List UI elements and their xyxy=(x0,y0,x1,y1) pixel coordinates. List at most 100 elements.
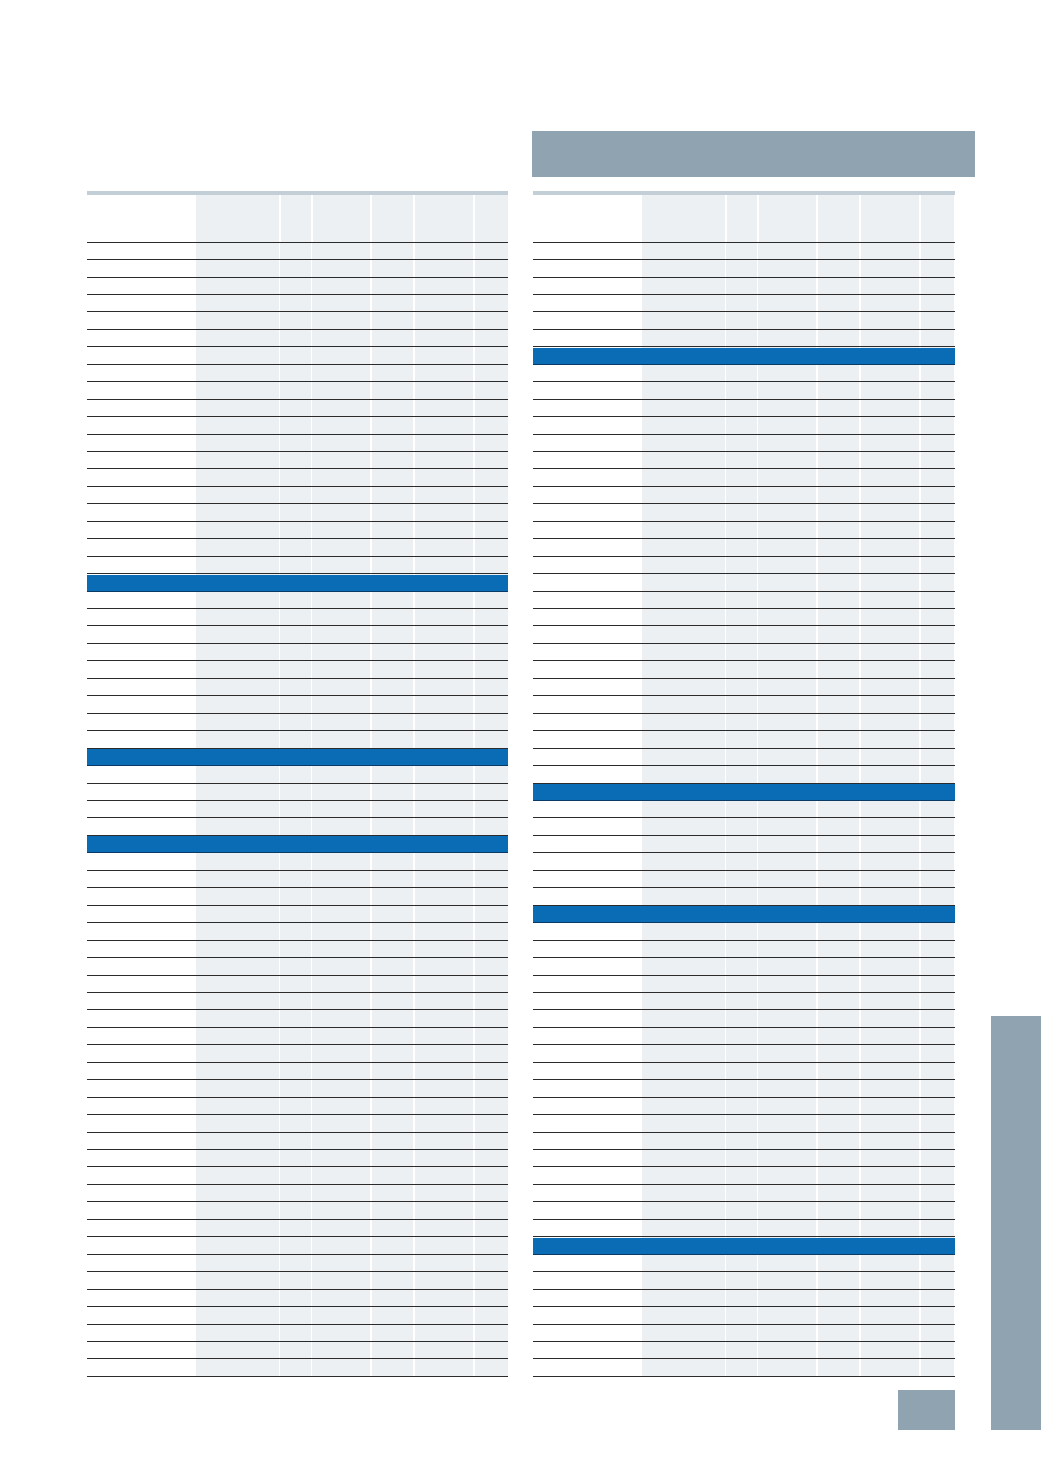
right-table-row xyxy=(533,1203,955,1220)
right-table-row xyxy=(533,400,955,417)
right-table-row xyxy=(533,662,955,679)
right-table-row xyxy=(533,644,955,662)
right-table-row xyxy=(533,627,955,644)
left-table-row xyxy=(87,906,508,924)
left-column-tint xyxy=(312,195,370,1378)
right-header-row xyxy=(533,191,955,243)
right-table-row xyxy=(533,836,955,854)
left-table-row xyxy=(87,854,508,871)
right-section-header xyxy=(533,347,955,365)
left-table-row xyxy=(87,313,508,330)
left-table-row xyxy=(87,924,508,941)
right-table-row xyxy=(533,1360,955,1377)
left-table-row xyxy=(87,1098,508,1116)
left-table-row xyxy=(87,295,508,313)
left-top-rule xyxy=(87,191,508,195)
right-table-row xyxy=(533,1098,955,1116)
right-table-row xyxy=(533,1081,955,1098)
right-table-row xyxy=(533,924,955,941)
right-column-separator xyxy=(859,195,861,242)
right-table-row xyxy=(533,452,955,470)
left-table-row xyxy=(87,1273,508,1290)
left-table-row xyxy=(87,1046,508,1063)
left-table-row xyxy=(87,1150,508,1168)
right-table-row xyxy=(533,487,955,505)
left-table-row xyxy=(87,330,508,348)
right-top-rule xyxy=(533,191,955,195)
left-section-header xyxy=(87,574,508,592)
left-table-row xyxy=(87,714,508,732)
left-table-row xyxy=(87,1238,508,1255)
right-table-row xyxy=(533,993,955,1011)
right-table-row xyxy=(533,1116,955,1133)
left-column-separator xyxy=(370,195,372,242)
right-table-row xyxy=(533,313,955,330)
left-table-row xyxy=(87,400,508,417)
left-header-row xyxy=(87,191,508,243)
left-table-row xyxy=(87,644,508,662)
right-table-row xyxy=(533,435,955,452)
left-table-row xyxy=(87,1290,508,1307)
right-table-row xyxy=(533,732,955,749)
left-column-tint xyxy=(196,195,279,1378)
right-table-row xyxy=(533,1185,955,1203)
left-section-header xyxy=(87,836,508,854)
right-column-separator xyxy=(816,195,818,242)
right-table-row xyxy=(533,522,955,540)
right-table-row xyxy=(533,295,955,313)
left-section-header xyxy=(87,749,508,766)
right-table-row xyxy=(533,505,955,522)
left-table-row xyxy=(87,1325,508,1342)
left-table-row xyxy=(87,1220,508,1238)
right-table-row xyxy=(533,1133,955,1150)
left-table-row xyxy=(87,993,508,1011)
left-table-row xyxy=(87,348,508,365)
right-table-row xyxy=(533,575,955,592)
left-table-row xyxy=(87,627,508,644)
right-table-row xyxy=(533,1028,955,1046)
left-table-row xyxy=(87,1011,508,1028)
left-table-row xyxy=(87,1028,508,1046)
right-table-row xyxy=(533,801,955,819)
left-column-tint xyxy=(475,195,508,1378)
right-table-row xyxy=(533,941,955,958)
right-table-row xyxy=(533,365,955,383)
right-table-row xyxy=(533,1255,955,1273)
page-number-tab xyxy=(898,1390,955,1430)
left-table-row xyxy=(87,732,508,749)
left-column-tint xyxy=(415,195,473,1378)
left-column-separator xyxy=(311,195,313,242)
right-table-row xyxy=(533,749,955,766)
right-table-row xyxy=(533,592,955,609)
right-table-row xyxy=(533,261,955,278)
right-table-row xyxy=(533,1290,955,1307)
left-table-row xyxy=(87,1168,508,1185)
left-column-separator xyxy=(279,195,281,242)
left-table-row xyxy=(87,662,508,679)
left-table-row xyxy=(87,470,508,487)
right-table-row xyxy=(533,1273,955,1290)
left-column-tint xyxy=(372,195,413,1378)
right-table-row xyxy=(533,278,955,295)
left-table-row xyxy=(87,278,508,295)
chapter-side-tab xyxy=(991,1016,1041,1430)
right-table-row xyxy=(533,1063,955,1081)
left-table-row xyxy=(87,365,508,383)
right-table-row xyxy=(533,679,955,697)
right-table-row xyxy=(533,383,955,400)
right-table-row xyxy=(533,767,955,784)
right-table-row xyxy=(533,1168,955,1185)
right-table-row xyxy=(533,714,955,732)
right-table-row xyxy=(533,1150,955,1168)
left-column-separator xyxy=(473,195,475,242)
left-table-row xyxy=(87,801,508,819)
left-table-row xyxy=(87,418,508,435)
right-table-row xyxy=(533,418,955,435)
left-table-row xyxy=(87,522,508,540)
right-table-row xyxy=(533,871,955,889)
left-table-row xyxy=(87,976,508,993)
right-table-row xyxy=(533,697,955,714)
right-column-separator xyxy=(757,195,759,242)
right-table-row xyxy=(533,976,955,993)
left-table-row xyxy=(87,1308,508,1325)
